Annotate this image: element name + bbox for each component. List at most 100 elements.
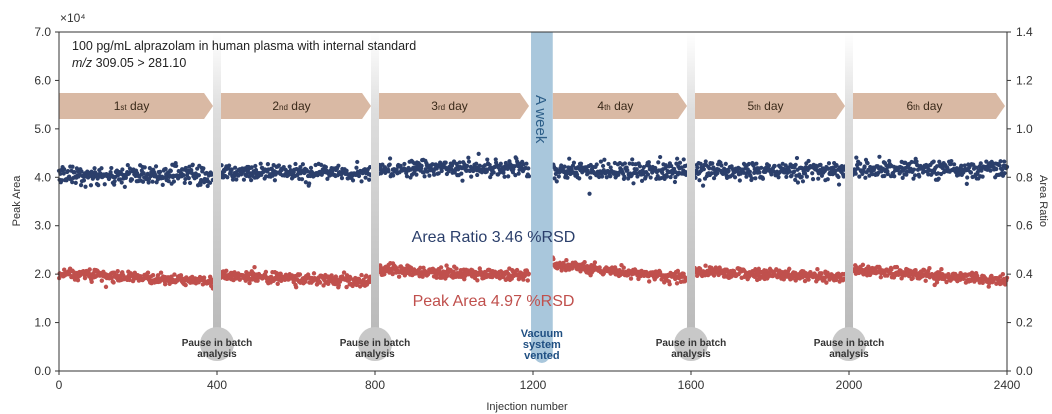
area-ratio-point — [776, 175, 781, 180]
peak-area-series — [56, 255, 1010, 291]
area-ratio-point — [911, 167, 917, 172]
area-ratio-point — [877, 154, 882, 159]
peak-area-point — [341, 270, 347, 275]
peak-area-point — [418, 265, 423, 271]
area-ratio-point — [127, 166, 133, 171]
peak-area-point — [1003, 282, 1008, 287]
area-ratio-point — [287, 164, 292, 169]
area-ratio-point — [737, 178, 742, 183]
area-ratio-point — [588, 175, 593, 180]
area-ratio-point — [122, 184, 127, 189]
area-ratio-point — [234, 177, 239, 182]
area-ratio-point — [700, 183, 706, 188]
x-tick-label: 800 — [365, 378, 385, 392]
area-ratio-point — [952, 162, 957, 167]
area-ratio-point — [1000, 167, 1005, 172]
area-ratio-point — [439, 168, 444, 174]
area-ratio-point — [249, 165, 254, 170]
area-ratio-point — [911, 176, 916, 181]
area-ratio-point — [646, 160, 651, 165]
area-ratio-point — [336, 163, 341, 168]
area-ratio-point — [964, 181, 969, 186]
peak-area-point — [454, 266, 459, 271]
area-ratio-point — [695, 165, 700, 170]
area-ratio-point — [882, 173, 887, 179]
peak-area-point — [526, 271, 531, 276]
area-ratio-point — [715, 171, 720, 176]
area-ratio-point — [853, 171, 858, 176]
area-ratio-point — [554, 179, 559, 184]
area-ratio-point — [147, 165, 152, 171]
area-ratio-point — [344, 168, 349, 173]
day-label: 6th day — [906, 99, 942, 113]
area-ratio-point — [858, 161, 863, 166]
area-ratio-point — [92, 166, 97, 171]
peak-area-point — [263, 269, 269, 275]
area-ratio-point — [892, 174, 897, 179]
area-ratio-point — [307, 181, 312, 186]
peak-area-rsd-label: Peak Area 4.97 %RSD — [413, 293, 575, 310]
area-ratio-point — [516, 171, 521, 176]
area-ratio-point — [600, 174, 605, 179]
area-ratio-point — [885, 171, 890, 177]
peak-area-point — [344, 284, 349, 290]
peak-area-point — [155, 273, 161, 278]
area-ratio-point — [469, 174, 474, 179]
y-tick-label: 7.0 — [34, 25, 51, 39]
area-ratio-point — [974, 165, 979, 170]
area-ratio-point — [230, 177, 236, 182]
area-ratio-point — [414, 172, 419, 177]
area-ratio-point — [571, 160, 577, 165]
area-ratio-point — [622, 174, 627, 179]
y2-tick-label: 1.2 — [1016, 73, 1033, 87]
area-ratio-point — [552, 176, 557, 181]
area-ratio-point — [355, 159, 360, 165]
y2-tick-label: 1.0 — [1016, 122, 1033, 136]
y-tick-label: 5.0 — [34, 122, 51, 136]
area-ratio-point — [512, 164, 517, 169]
peak-area-point — [934, 280, 940, 285]
area-ratio-point — [625, 168, 630, 173]
pause-band — [845, 32, 853, 343]
area-ratio-point — [637, 164, 643, 169]
peak-area-point — [103, 284, 109, 290]
area-ratio-point — [772, 163, 777, 169]
day-band — [220, 93, 372, 119]
peak-area-point — [824, 280, 829, 285]
area-ratio-point — [854, 155, 859, 160]
area-ratio-rsd-label: Area Ratio 3.46 %RSD — [412, 229, 576, 246]
x-tick-label: 2000 — [836, 378, 863, 392]
area-ratio-point — [443, 160, 448, 165]
area-ratio-point — [659, 175, 664, 181]
peak-area-point — [582, 260, 587, 265]
area-ratio-point — [526, 174, 532, 179]
area-ratio-point — [229, 167, 234, 172]
area-ratio-point — [174, 163, 179, 169]
area-ratio-point — [836, 174, 841, 180]
area-ratio-point — [1002, 159, 1007, 164]
peak-area-point — [986, 284, 991, 289]
peak-area-point — [860, 262, 866, 267]
area-ratio-point — [697, 178, 702, 183]
area-ratio-point — [598, 159, 603, 164]
area-ratio-point — [825, 177, 830, 182]
area-ratio-point — [477, 163, 482, 168]
area-ratio-point — [61, 171, 66, 176]
area-ratio-point — [800, 179, 806, 184]
area-ratio-point — [757, 170, 762, 175]
day-band — [552, 93, 688, 119]
area-ratio-point — [233, 165, 238, 170]
area-ratio-point — [502, 174, 507, 179]
area-ratio-point — [855, 166, 860, 171]
peak-area-point — [878, 274, 884, 280]
peak-area-point — [183, 282, 188, 288]
peak-area-point — [158, 270, 164, 275]
area-ratio-point — [225, 175, 230, 180]
area-ratio-point — [794, 155, 800, 161]
peak-area-point — [434, 275, 439, 280]
peak-area-point — [438, 265, 444, 270]
area-ratio-point — [526, 166, 531, 171]
area-ratio-point — [227, 163, 232, 168]
area-ratio-point — [857, 174, 862, 179]
